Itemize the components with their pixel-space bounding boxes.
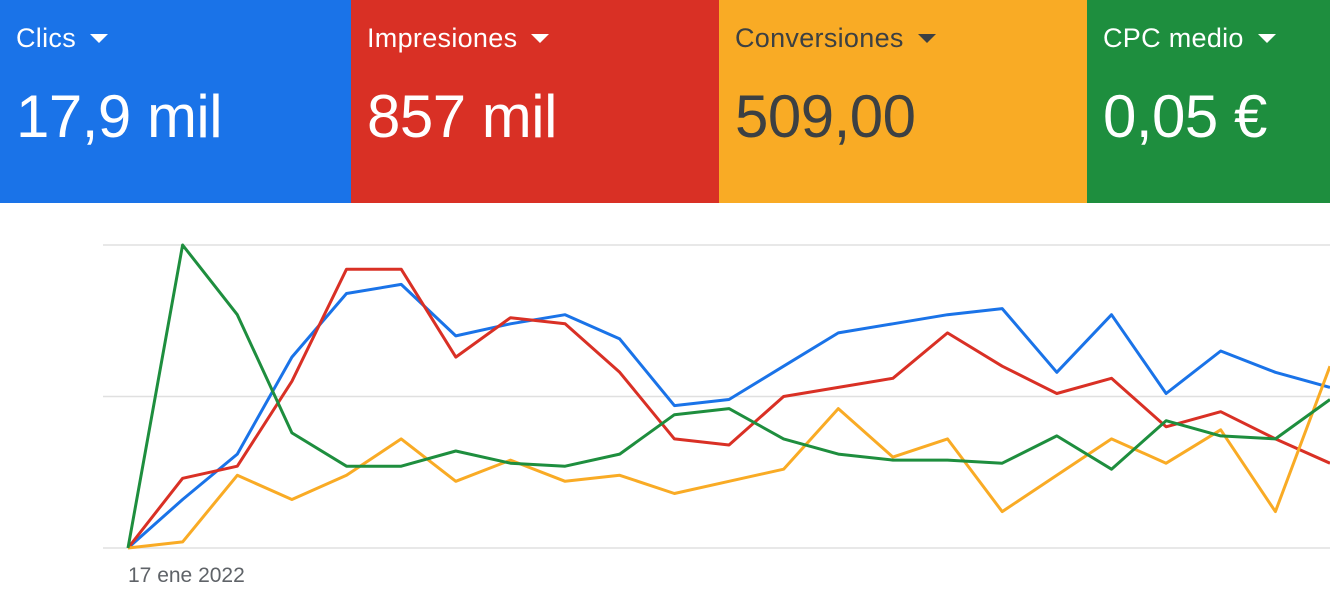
series-line-2 (126, 267, 1330, 549)
metric-label-clics: Clics (16, 22, 76, 53)
chart-gridlines (103, 244, 1330, 549)
metric-card-header[interactable]: Impresiones (367, 18, 719, 58)
series-line-3 (127, 365, 1330, 550)
metric-value-cpc-medio: 0,05 € (1103, 83, 1267, 150)
metric-value-clics: 17,9 mil (16, 83, 223, 150)
metric-card-header[interactable]: Clics (16, 18, 351, 58)
metric-value-conversiones: 509,00 (735, 83, 916, 150)
metric-label-conversiones: Conversiones (735, 22, 904, 53)
metric-value-impresiones: 857 mil (367, 83, 557, 150)
x-axis-first-date-label: 17 ene 2022 (128, 564, 245, 587)
series-line-4 (126, 243, 1330, 549)
caret-down-icon[interactable] (917, 33, 936, 43)
metric-card-impresiones[interactable]: Impresiones 857 mil (351, 0, 719, 203)
chart-series (126, 243, 1330, 550)
metric-card-clics[interactable]: Clics 17,9 mil (0, 0, 351, 203)
caret-down-icon[interactable] (90, 33, 108, 43)
metric-card-conversiones[interactable]: Conversiones 509,00 (719, 0, 1087, 203)
series-line-1 (127, 282, 1330, 550)
metric-cards: Clics 17,9 mil Impresiones 857 mil Conve… (0, 0, 1330, 203)
metric-card-header[interactable]: CPC medio (1103, 18, 1330, 58)
metric-label-impresiones: Impresiones (367, 22, 518, 53)
caret-down-icon[interactable] (1257, 33, 1276, 43)
performance-line-chart: 17 ene 2022 (103, 243, 1330, 587)
metric-card-cpc-medio[interactable]: CPC medio 0,05 € (1087, 0, 1330, 203)
metric-card-header[interactable]: Conversiones (735, 18, 1087, 58)
caret-down-icon[interactable] (531, 33, 550, 43)
metric-label-cpc-medio: CPC medio (1103, 22, 1244, 53)
